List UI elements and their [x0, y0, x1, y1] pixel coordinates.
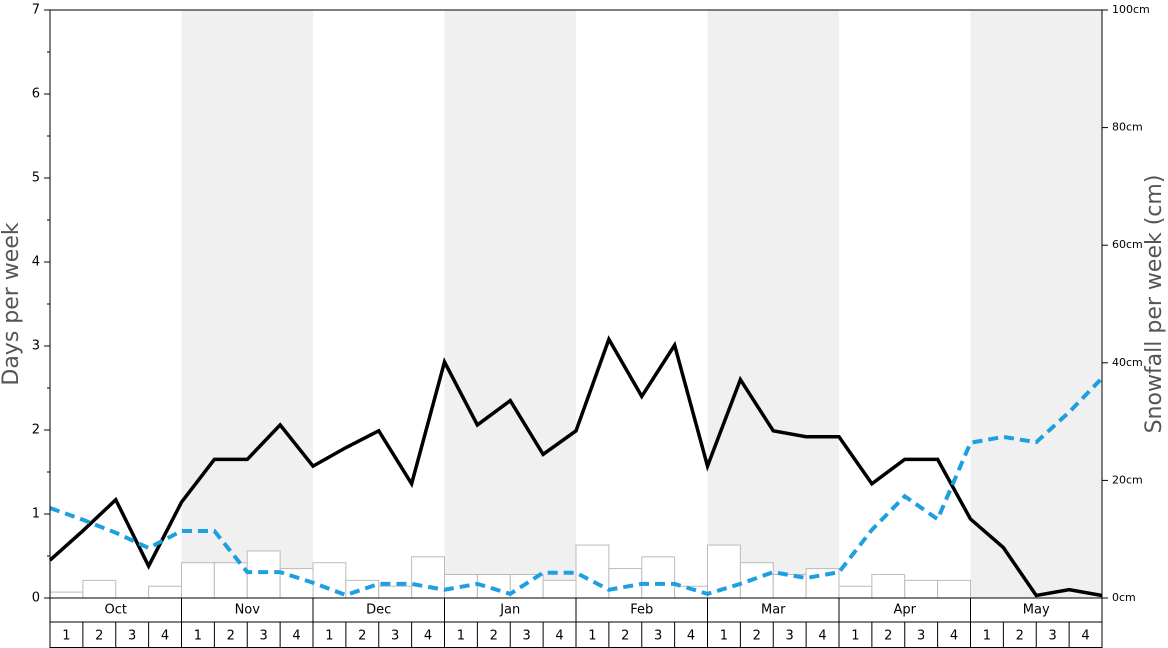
week-label: 2 — [753, 629, 761, 644]
y-tick-label: 5 — [32, 171, 40, 186]
week-label: 3 — [1049, 629, 1057, 644]
bar — [49, 591, 84, 599]
week-label: 2 — [227, 629, 235, 644]
bar — [378, 585, 413, 599]
week-label: 4 — [424, 629, 432, 644]
y-tick-label: 0 — [32, 591, 40, 606]
y2-tick-label: 100cm — [1112, 3, 1150, 16]
y-tick-label: 3 — [32, 339, 40, 354]
month-band — [181, 10, 313, 598]
month-band — [707, 10, 839, 598]
month-label: Feb — [630, 603, 653, 618]
month-label: Nov — [235, 603, 261, 618]
week-label: 3 — [917, 629, 925, 644]
week-label: 2 — [621, 629, 629, 644]
week-label: 3 — [260, 629, 268, 644]
bar — [608, 568, 643, 599]
y-tick-label: 2 — [32, 423, 40, 438]
week-label: 1 — [851, 629, 859, 644]
y2-tick-label: 0cm — [1112, 591, 1136, 604]
y2-axis-label: Snowfall per week (cm) — [1142, 175, 1167, 434]
week-label: 1 — [983, 629, 991, 644]
y2-tick-label: 60cm — [1112, 238, 1143, 251]
week-label: 3 — [786, 629, 794, 644]
week-label: 2 — [490, 629, 498, 644]
y2-tick-label: 40cm — [1112, 356, 1143, 369]
y-tick-label: 1 — [32, 507, 40, 522]
y-tick-label: 4 — [32, 255, 40, 270]
y-tick-label: 7 — [32, 3, 40, 18]
month-label: Dec — [366, 603, 391, 618]
bar — [641, 556, 676, 599]
bar — [411, 556, 445, 599]
month-band — [444, 10, 576, 598]
y-axis-label: Days per week — [0, 222, 24, 385]
week-label: 3 — [128, 629, 136, 644]
bar — [904, 579, 939, 599]
week-label: 1 — [194, 629, 202, 644]
week-label: 4 — [1081, 629, 1089, 644]
week-label: 2 — [1016, 629, 1024, 644]
week-label: 1 — [457, 629, 465, 644]
bar — [838, 585, 873, 599]
week-label: 2 — [358, 629, 366, 644]
month-label: Apr — [894, 603, 917, 618]
week-label: 4 — [161, 629, 169, 644]
bar — [542, 579, 577, 599]
week-label: 3 — [523, 629, 531, 644]
bar — [181, 562, 215, 599]
week-label: 1 — [588, 629, 596, 644]
bar — [575, 544, 610, 599]
snowfall-line — [49, 376, 1104, 598]
bar — [937, 579, 971, 599]
bar — [871, 573, 906, 599]
week-label: 4 — [818, 629, 826, 644]
y2-tick-label: 20cm — [1112, 473, 1143, 486]
week-label: 4 — [950, 629, 958, 644]
week-label: 2 — [884, 629, 892, 644]
week-label: 4 — [555, 629, 563, 644]
bar — [246, 550, 281, 599]
month-label: Mar — [761, 603, 786, 618]
week-label: 3 — [391, 629, 399, 644]
week-label: 1 — [62, 629, 70, 644]
days-line — [48, 335, 1103, 598]
y-tick-label: 6 — [32, 87, 40, 102]
bar — [279, 568, 314, 599]
bar — [213, 562, 248, 599]
month-band — [970, 10, 1102, 598]
month-label: Jan — [499, 603, 520, 618]
week-label: 3 — [654, 629, 662, 644]
week-label: 4 — [292, 629, 300, 644]
bar — [148, 585, 182, 599]
y2-tick-label: 80cm — [1112, 121, 1143, 134]
week-label: 2 — [95, 629, 103, 644]
week-label: 4 — [687, 629, 695, 644]
bar — [739, 562, 774, 599]
month-label: May — [1023, 603, 1050, 618]
month-label: Oct — [105, 603, 127, 618]
week-label: 1 — [325, 629, 333, 644]
bar — [82, 579, 117, 599]
week-label: 1 — [720, 629, 728, 644]
